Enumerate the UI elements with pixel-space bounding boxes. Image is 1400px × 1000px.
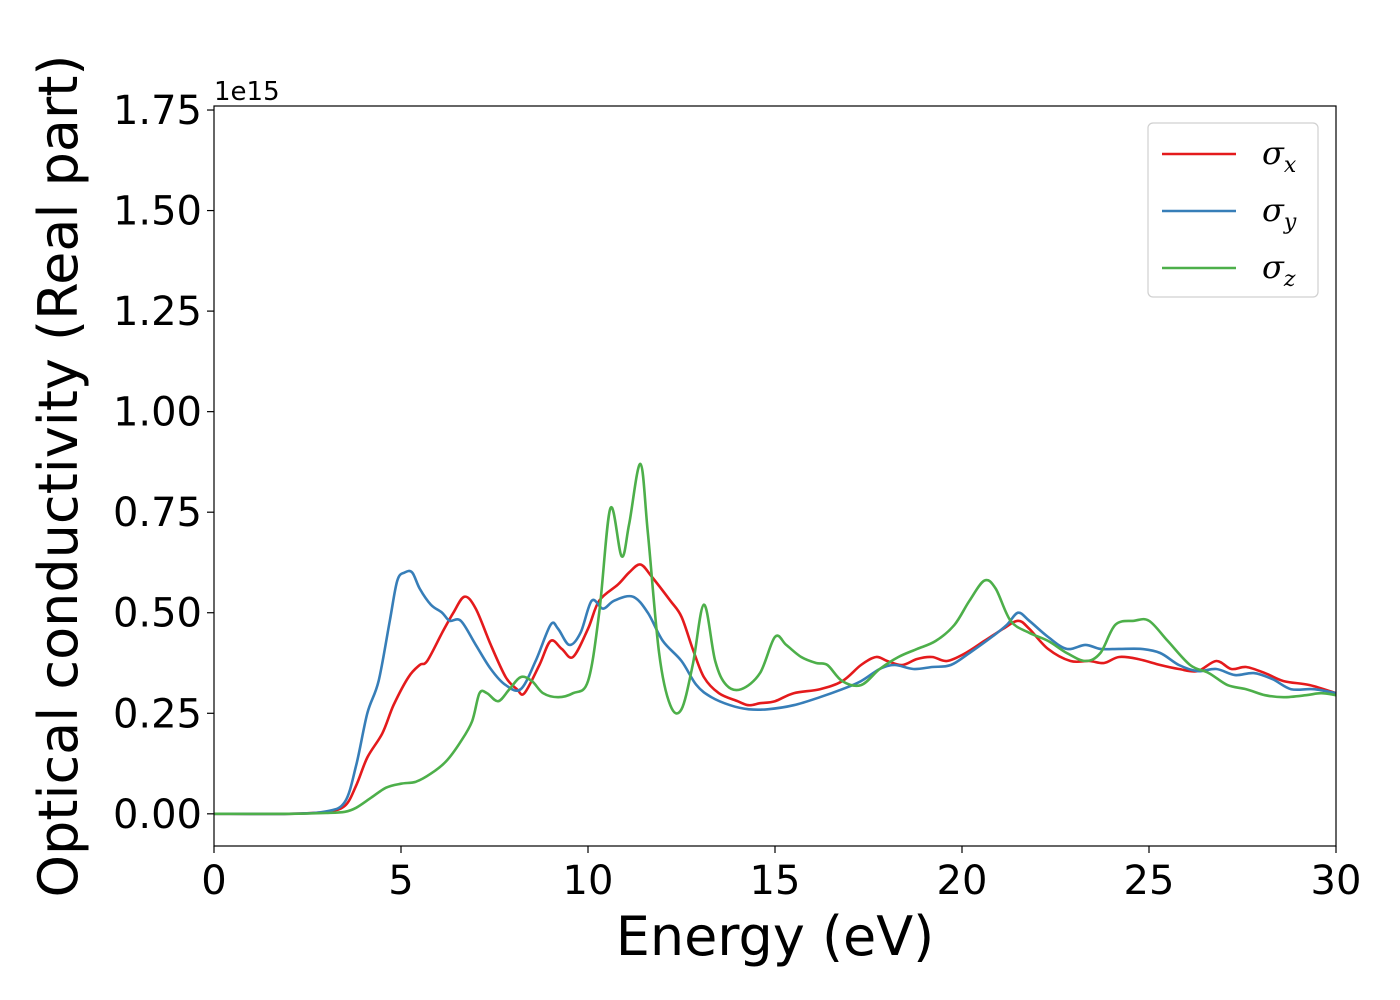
series-line-z bbox=[213, 462, 1337, 816]
x-tick-label: 20 bbox=[937, 858, 988, 904]
y-tick-label: 1.25 bbox=[113, 289, 202, 335]
y-axis: 0.00 0.25 0.50 0.75 1.00 1.25 1.50 1.75 bbox=[113, 88, 214, 838]
legend-label-y: σy bbox=[1262, 191, 1297, 235]
legend-label-x: σx bbox=[1262, 134, 1297, 178]
y-tick-label: 0.50 bbox=[113, 591, 202, 637]
x-tick-label: 30 bbox=[1311, 858, 1362, 904]
x-tick-label: 10 bbox=[563, 858, 614, 904]
y-tick-label: 0.25 bbox=[113, 691, 202, 737]
x-tick-label: 0 bbox=[201, 858, 226, 904]
x-tick-label: 5 bbox=[388, 858, 413, 904]
y-tick-label: 0.75 bbox=[113, 490, 202, 536]
x-tick-label: 25 bbox=[1124, 858, 1175, 904]
y-tick-label: 0.00 bbox=[113, 792, 202, 838]
series-line-y bbox=[213, 569, 1337, 816]
series-group bbox=[213, 462, 1337, 816]
y-tick-label: 1.50 bbox=[113, 189, 202, 235]
x-axis-title: Energy (eV) bbox=[616, 905, 935, 968]
series-line-x bbox=[213, 563, 1337, 816]
y-tick-label: 1.75 bbox=[113, 88, 202, 134]
x-tick-label: 15 bbox=[750, 858, 801, 904]
y-axis-title: Optical conductivity (Real part) bbox=[27, 55, 90, 898]
y-offset-label: 1e15 bbox=[214, 77, 280, 107]
x-axis: 0 5 10 15 20 25 30 bbox=[201, 846, 1361, 904]
y-tick-label: 1.00 bbox=[113, 390, 202, 436]
